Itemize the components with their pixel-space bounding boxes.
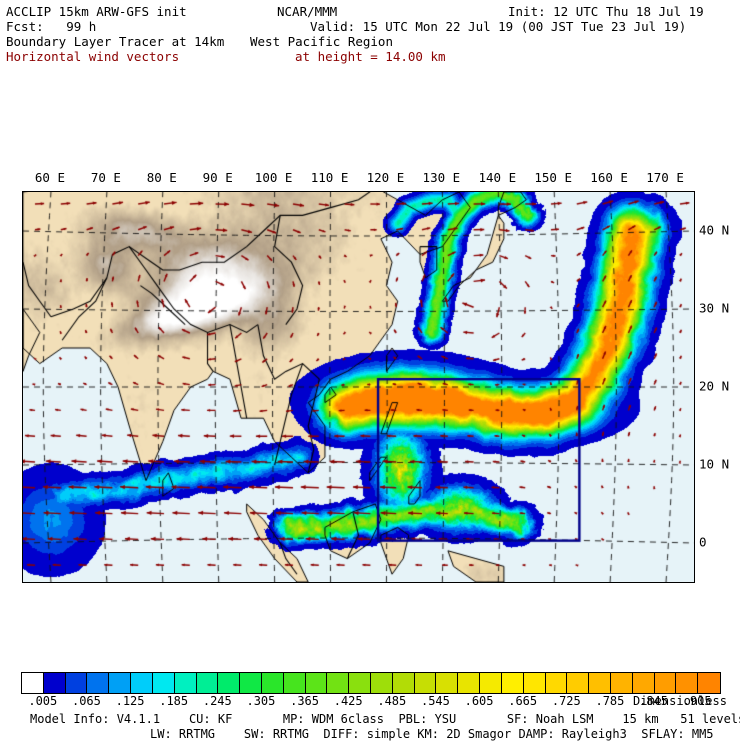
colorbar-tick-12: .725 <box>551 694 581 708</box>
model-info-line-1: Model Info: V4.1.1 CU: KF MP: WDM 6class… <box>30 712 740 726</box>
plot-header: ACCLIP 15km ARW-GFS init NCAR/MMM Init: … <box>0 0 740 70</box>
colorbar-cell-2 <box>65 673 88 693</box>
header-model-title: ACCLIP 15km ARW-GFS init <box>6 4 187 19</box>
colorbar-cell-3 <box>87 673 110 693</box>
lon-tick-110: 110 E <box>310 170 349 185</box>
colorbar-tick-4: .245 <box>202 694 232 708</box>
map-plot-area[interactable] <box>22 191 695 583</box>
colorbar-cell-4 <box>109 673 132 693</box>
tracer-field-canvas <box>23 192 694 582</box>
colorbar-tick-7: .425 <box>333 694 363 708</box>
colorbar-cell-1 <box>43 673 66 693</box>
colorbar-cell-14 <box>327 673 350 693</box>
colorbar-cell-11 <box>261 673 284 693</box>
colorbar-tick-9: .545 <box>420 694 450 708</box>
colorbar-cell-25 <box>567 673 590 693</box>
lon-tick-170: 170 E <box>646 170 684 185</box>
colorbar-cell-0 <box>22 673 44 693</box>
header-field-name: Boundary Layer Tracer at 14km <box>6 34 225 49</box>
colorbar-cell-17 <box>392 673 415 693</box>
header-region-name: West Pacific Region <box>250 34 393 49</box>
colorbar[interactable] <box>21 672 721 694</box>
lon-tick-60: 60 E <box>34 170 66 185</box>
colorbar-cell-13 <box>305 673 328 693</box>
colorbar-tick-6: .365 <box>290 694 320 708</box>
colorbar-cell-20 <box>458 673 481 693</box>
colorbar-tick-3: .185 <box>159 694 189 708</box>
colorbar-cell-30 <box>676 673 699 693</box>
colorbar-cell-15 <box>349 673 371 693</box>
colorbar-tick-15: .905 <box>682 694 712 708</box>
colorbar-cell-10 <box>240 673 262 693</box>
colorbar-tick-0: .005 <box>28 694 58 708</box>
colorbar-cell-27 <box>610 673 633 693</box>
header-vector-label: Horizontal wind vectors <box>6 49 180 64</box>
header-valid-time: Valid: 15 UTC Mon 22 Jul 19 (00 JST Tue … <box>310 19 687 34</box>
colorbar-cell-8 <box>196 673 219 693</box>
lon-tick-160: 160 E <box>590 170 628 185</box>
colorbar-cell-12 <box>283 673 306 693</box>
colorbar-cell-29 <box>654 673 677 693</box>
colorbar-cell-21 <box>480 673 502 693</box>
colorbar-cell-24 <box>545 673 568 693</box>
latitude-axis: 40 N 30 N 20 N 10 N 0 <box>699 191 740 583</box>
colorbar-cell-18 <box>414 673 437 693</box>
lat-tick-30: 30 N <box>699 300 730 316</box>
lon-tick-150: 150 E <box>534 170 573 185</box>
lat-tick-40: 40 N <box>699 222 730 238</box>
lat-tick-20: 20 N <box>699 378 730 394</box>
colorbar-tick-13: .785 <box>595 694 625 708</box>
colorbar-tick-11: .665 <box>508 694 538 708</box>
header-institution: NCAR/MMM <box>277 4 338 19</box>
colorbar-tick-10: .605 <box>464 694 494 708</box>
colorbar-cell-22 <box>501 673 524 693</box>
lon-tick-80: 80 E <box>146 170 177 185</box>
colorbar-cell-6 <box>152 673 175 693</box>
colorbar-tick-1: .065 <box>71 694 101 708</box>
colorbar-cell-31 <box>698 673 720 693</box>
colorbar-cell-28 <box>632 673 655 693</box>
colorbar-tick-5: .305 <box>246 694 276 708</box>
lon-tick-70: 70 E <box>90 170 121 185</box>
lon-tick-120: 120 E <box>366 170 405 185</box>
colorbar-tick-labels: .005 .065 .125 .185 .245 .305 .365 .425 .485 .545… <box>0 694 740 710</box>
lat-tick-10: 10 N <box>699 456 730 472</box>
colorbar-cell-23 <box>523 673 546 693</box>
model-info-line-2: LW: RRTMG SW: RRTMG DIFF: simple KM: 2D … <box>150 727 714 741</box>
lon-tick-140: 140 E <box>478 170 517 185</box>
header-height-label: at height = 14.00 km <box>295 49 446 64</box>
colorbar-cell-16 <box>371 673 393 693</box>
colorbar-cell-5 <box>131 673 153 693</box>
lon-tick-130: 130 E <box>422 170 461 185</box>
lon-tick-100: 100 E <box>254 170 293 185</box>
colorbar-cell-9 <box>218 673 241 693</box>
lat-tick-0: 0 <box>699 534 707 550</box>
colorbar-unit-label: Dimensionless <box>633 694 727 708</box>
colorbar-section: .005 .065 .125 .185 .245 .305 .365 .425 .485 .545… <box>0 668 740 741</box>
colorbar-tick-8: .485 <box>377 694 407 708</box>
header-forecast-hour: Fcst: 99 h <box>6 19 97 34</box>
colorbar-cell-19 <box>436 673 459 693</box>
lon-tick-90: 90 E <box>202 170 233 185</box>
colorbar-cell-26 <box>589 673 611 693</box>
header-init-time: Init: 12 UTC Thu 18 Jul 19 <box>508 4 704 19</box>
colorbar-cell-7 <box>174 673 197 693</box>
colorbar-tick-2: .125 <box>115 694 145 708</box>
longitude-axis: 60 E 70 E 80 E 90 E 100 E 110 E 120 E 130 E 140 … <box>22 170 695 188</box>
colorbar-tick-14: .845 <box>639 694 669 708</box>
